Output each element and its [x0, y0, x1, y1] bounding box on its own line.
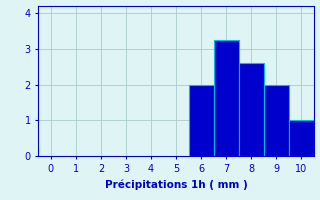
Bar: [188, 85, 213, 156]
Bar: [264, 85, 289, 156]
X-axis label: Précipitations 1h ( mm ): Précipitations 1h ( mm ): [105, 179, 247, 190]
Bar: [238, 63, 264, 156]
Bar: [213, 40, 238, 156]
Bar: [289, 120, 314, 156]
